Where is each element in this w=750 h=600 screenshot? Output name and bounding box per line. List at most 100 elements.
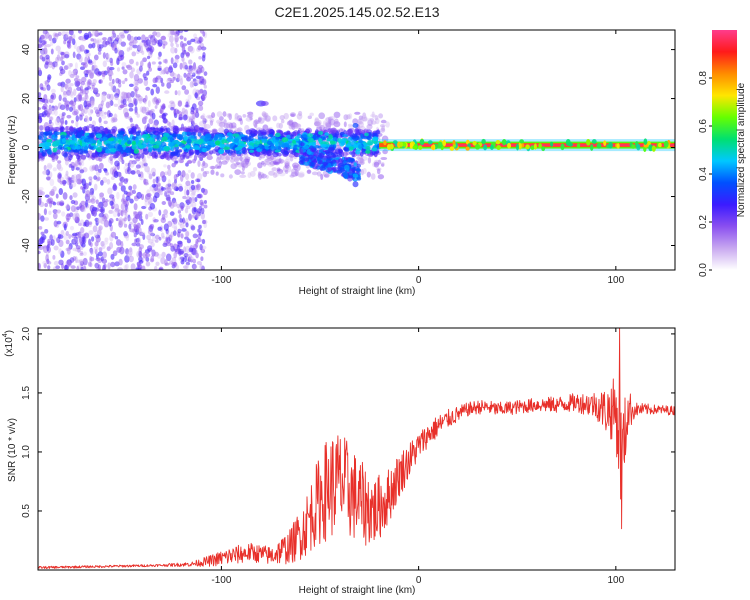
heatmap-cell bbox=[142, 72, 147, 79]
heatmap-cell bbox=[108, 100, 112, 108]
heatmap-cell bbox=[60, 121, 65, 125]
heatmap-cell bbox=[252, 166, 258, 172]
heatmap-cell bbox=[194, 92, 198, 99]
heatmap-cell bbox=[257, 116, 263, 120]
heatmap-cell bbox=[327, 167, 331, 173]
heatmap-cell bbox=[85, 199, 88, 208]
heatmap-cell bbox=[223, 119, 227, 125]
heatmap-cell bbox=[172, 125, 180, 131]
heatmap-cell bbox=[246, 111, 254, 116]
heatmap-cell bbox=[219, 116, 224, 121]
heatmap-cell bbox=[311, 163, 315, 167]
heatmap-cell bbox=[60, 56, 64, 62]
heatmap-cell bbox=[294, 169, 299, 177]
heatmap-cell bbox=[234, 116, 239, 121]
heatmap-cell bbox=[188, 59, 193, 65]
heatmap-cell bbox=[161, 69, 166, 75]
heatmap-cell bbox=[663, 140, 669, 148]
heatmap-cell bbox=[147, 238, 154, 244]
heatmap-cell bbox=[200, 256, 204, 261]
heatmap-cell bbox=[178, 256, 183, 262]
heatmap-cell bbox=[179, 62, 183, 70]
heatmap-cell bbox=[118, 172, 122, 177]
heatmap-cell bbox=[124, 112, 130, 116]
heatmap-cell bbox=[53, 105, 59, 111]
heatmap-cell bbox=[149, 126, 156, 130]
heatmap-cell bbox=[171, 182, 177, 190]
heatmap-cell bbox=[68, 242, 73, 250]
heatmap-cell bbox=[44, 61, 49, 65]
heatmap-cell bbox=[334, 118, 339, 125]
heatmap-cell bbox=[48, 60, 53, 69]
x-tick-label: -100 bbox=[211, 575, 231, 586]
heatmap-cell bbox=[181, 228, 187, 232]
heatmap-cell bbox=[45, 54, 50, 60]
heatmap-cell bbox=[94, 109, 100, 115]
heatmap-cell bbox=[70, 199, 76, 205]
heatmap-cell bbox=[123, 217, 127, 222]
heatmap-cell bbox=[219, 148, 225, 154]
heatmap-cell bbox=[185, 155, 190, 159]
heatmap-cell bbox=[110, 61, 114, 66]
heatmap-cell bbox=[293, 144, 299, 151]
heatmap-cell bbox=[171, 119, 175, 127]
heatmap-cell bbox=[132, 184, 137, 190]
heatmap-cell bbox=[157, 226, 163, 231]
heatmap-cell bbox=[101, 91, 107, 96]
heatmap-cell bbox=[60, 85, 64, 93]
heatmap-cell bbox=[286, 120, 294, 126]
heatmap-cell bbox=[193, 146, 201, 151]
heatmap-cell bbox=[124, 263, 129, 270]
heatmap-cell bbox=[216, 156, 221, 164]
heatmap-cell bbox=[272, 172, 278, 178]
colorbar: 0.0 0.2 0.4 0.6 0.8 Normalized spectral ampl… bbox=[698, 30, 747, 277]
heatmap-cell bbox=[631, 144, 636, 149]
heatmap-cell bbox=[311, 171, 318, 176]
heatmap-cell bbox=[92, 89, 98, 94]
heatmap-cell bbox=[402, 142, 407, 147]
heatmap-cell bbox=[114, 236, 119, 240]
heatmap-cell bbox=[64, 173, 69, 180]
heatmap-cell bbox=[91, 100, 95, 106]
heatmap-cell bbox=[75, 80, 81, 87]
heatmap-cell bbox=[216, 133, 224, 138]
heatmap-cell bbox=[338, 158, 343, 163]
heatmap-cell bbox=[39, 131, 45, 135]
heatmap-cell bbox=[643, 138, 648, 146]
heatmap-cell bbox=[190, 38, 196, 43]
heatmap-cell bbox=[263, 113, 268, 121]
heatmap-cell bbox=[239, 155, 243, 162]
heatmap-cell bbox=[84, 219, 90, 228]
heatmap-cell bbox=[89, 33, 93, 37]
heatmap-cell bbox=[246, 114, 253, 118]
heatmap-cell bbox=[201, 238, 206, 245]
heatmap-cell bbox=[373, 161, 380, 168]
heatmap-cell bbox=[88, 43, 93, 49]
heatmap-cell bbox=[65, 213, 71, 221]
heatmap-cell bbox=[122, 152, 127, 157]
heatmap-cell bbox=[153, 219, 159, 223]
heatmap-cell bbox=[70, 119, 75, 124]
heatmap-cell bbox=[427, 140, 433, 145]
y-tick-label: -40 bbox=[21, 238, 32, 253]
heatmap-cell bbox=[198, 224, 202, 230]
heatmap-cell bbox=[57, 82, 63, 87]
heatmap-cell bbox=[149, 46, 155, 53]
heatmap-cell bbox=[45, 43, 51, 48]
heatmap-cell bbox=[137, 95, 143, 102]
heatmap-cell bbox=[136, 44, 141, 52]
heatmap-cell bbox=[129, 198, 134, 204]
heatmap-cell bbox=[651, 145, 656, 152]
heatmap-cell bbox=[172, 230, 177, 236]
heatmap-cell bbox=[156, 182, 161, 187]
heatmap-cell bbox=[149, 231, 155, 237]
heatmap-cell bbox=[57, 177, 62, 183]
heatmap-cell bbox=[53, 131, 61, 136]
y-tick-label: 40 bbox=[21, 44, 32, 56]
heatmap-cell bbox=[51, 37, 57, 44]
colorbar-tick-label: 0.0 bbox=[698, 263, 709, 277]
heatmap-cell bbox=[586, 138, 591, 146]
heatmap-cell bbox=[106, 178, 111, 185]
heatmap-cell bbox=[365, 149, 371, 154]
heatmap-cell bbox=[177, 228, 182, 234]
